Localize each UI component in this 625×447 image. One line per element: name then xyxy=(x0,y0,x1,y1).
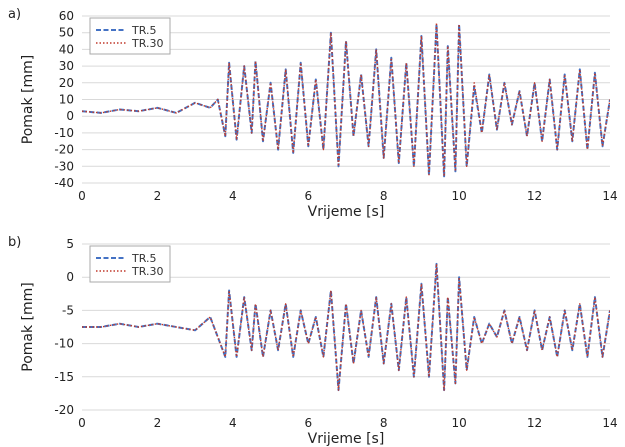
y-tick-label: 40 xyxy=(59,42,74,56)
x-tick-label: 0 xyxy=(78,189,86,203)
y-tick-label: 10 xyxy=(59,93,74,107)
x-tick-label: 12 xyxy=(527,416,542,430)
x-tick-label: 10 xyxy=(452,189,467,203)
legend-entry: TR.5 xyxy=(131,252,156,265)
y-tick-label: 5 xyxy=(66,237,74,251)
x-tick-label: 2 xyxy=(154,189,162,203)
y-tick-label: -10 xyxy=(54,126,74,140)
y-tick-label: -20 xyxy=(54,403,74,417)
x-tick-label: 6 xyxy=(304,416,312,430)
x-tick-label: 4 xyxy=(229,416,237,430)
series-line-tr30 xyxy=(82,263,610,391)
y-tick-label: 30 xyxy=(59,59,74,73)
y-tick-label: 60 xyxy=(59,9,74,23)
x-axis-label: Vrijeme [s] xyxy=(308,204,385,220)
y-tick-label: 0 xyxy=(66,109,74,123)
legend-entry: TR.5 xyxy=(131,24,156,37)
y-tick-label: -15 xyxy=(54,370,74,384)
y-tick-label: -5 xyxy=(62,303,74,317)
y-tick-label: 20 xyxy=(59,76,74,90)
panel-label: b) xyxy=(8,235,21,250)
y-tick-label: -30 xyxy=(54,159,74,173)
x-tick-label: 2 xyxy=(154,416,162,430)
x-tick-label: 14 xyxy=(602,189,617,203)
x-tick-label: 12 xyxy=(527,189,542,203)
panel-label: a) xyxy=(8,7,21,22)
y-tick-label: -20 xyxy=(54,143,74,157)
x-tick-label: 0 xyxy=(78,416,86,430)
y-tick-label: 0 xyxy=(66,270,74,284)
legend-entry: TR.30 xyxy=(131,265,163,278)
y-tick-label: -40 xyxy=(54,176,74,190)
legend-box xyxy=(89,17,171,55)
x-tick-label: 6 xyxy=(304,189,312,203)
y-axis-label: Pomak [mm] xyxy=(20,55,36,144)
x-tick-label: 8 xyxy=(380,416,388,430)
x-tick-label: 10 xyxy=(452,416,467,430)
x-tick-label: 4 xyxy=(229,189,237,203)
y-tick-label: -10 xyxy=(54,337,74,351)
x-tick-label: 8 xyxy=(380,189,388,203)
series-line-tr30 xyxy=(82,22,610,178)
legend-box xyxy=(89,245,171,283)
x-tick-label: 14 xyxy=(602,416,617,430)
chart-panel-0: -40 -30 -20 -10 0 10 20 30 40 50 60 0 2 4 6 8 10 12 14 Vrij… xyxy=(8,7,618,220)
x-axis-label: Vrijeme [s] xyxy=(308,431,385,447)
chart-panel-1: -20 -15 -10 -5 0 5 0 2 4 6 8 10 12 14 Vrijeme [s] Pomak… xyxy=(8,235,618,447)
legend-entry: TR.30 xyxy=(131,37,163,50)
y-tick-label: 50 xyxy=(59,26,74,40)
y-axis-label: Pomak [mm] xyxy=(20,282,36,371)
